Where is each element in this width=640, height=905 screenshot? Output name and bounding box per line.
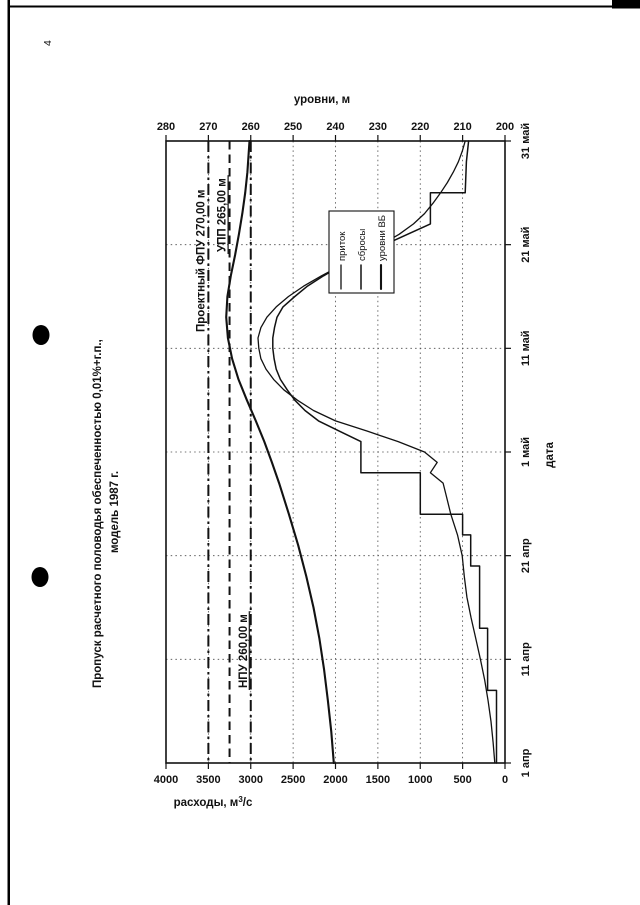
tick-label-level: 230	[369, 121, 387, 133]
reference-lines: Проектный ФПУ 270,00 м УПП 265,00 м НПУ 26…	[195, 141, 252, 763]
tick-label-date: 31 май	[520, 123, 532, 159]
flow-axis-title-main: расходы, м	[174, 797, 239, 809]
chart-title-line1: Пропуск расчетного половодья обеспеченно…	[92, 339, 104, 688]
tick-label-flow: 2500	[281, 774, 305, 786]
hole-punch-bottom	[31, 567, 49, 587]
tick-label-date: 11 апр	[520, 642, 532, 676]
legend-label-releases: сбросы	[357, 228, 368, 261]
tick-label-flow: 500	[453, 774, 471, 786]
hole-punch-top	[32, 325, 50, 345]
flow-axis-title-sup: 3	[238, 795, 243, 804]
ref-line-label: УПП 265,00 м	[217, 178, 229, 252]
tick-label-level: 200	[496, 121, 514, 133]
tick-label-level: 210	[453, 121, 471, 133]
scan-corner-mark	[612, 0, 640, 9]
curve-levels	[225, 139, 335, 765]
tick-label-level: 260	[242, 121, 260, 133]
tick-label-flow: 0	[502, 774, 508, 786]
tick-label-level: 270	[199, 121, 217, 133]
legend-label-levels: уровни ВБ	[377, 215, 388, 261]
date-axis-title: дата	[544, 442, 556, 468]
tick-label-date: 21 май	[520, 227, 532, 263]
legend: приток сбросы уровни ВБ	[328, 210, 395, 294]
flow-axis-title-rest: /с	[243, 797, 253, 809]
tick-label-level: 250	[284, 121, 302, 133]
chart-title-line2: модель 1987 г.	[109, 471, 121, 553]
axis-ticks	[165, 135, 511, 769]
curve-inflow	[257, 140, 496, 764]
tick-label-level: 280	[157, 121, 175, 133]
page-number: 4	[42, 40, 54, 46]
tick-label-flow: 1000	[408, 774, 432, 786]
tick-label-date: 1 май	[520, 437, 532, 467]
tick-label-flow: 1500	[366, 774, 390, 786]
tick-label-flow: 3500	[196, 774, 220, 786]
tick-label-date: 1 апр	[520, 748, 532, 777]
tick-label-level: 240	[326, 121, 344, 133]
chart-title: Пропуск расчетного половодья обеспеченно…	[92, 336, 121, 688]
tick-label-date: 11 май	[520, 331, 532, 367]
legend-label-inflow: приток	[337, 231, 348, 261]
scan-edge-top	[7, 5, 637, 8]
tick-label-flow: 4000	[154, 774, 178, 786]
tick-label-flow: 2000	[323, 774, 347, 786]
scan-edge-left	[7, 0, 10, 905]
flow-axis-title: расходы, м3/с	[174, 795, 253, 809]
axis-tick-labels: 4000 3500 3000 2500 2000 1500 1000 500 0 280 270 26…	[154, 121, 532, 786]
tick-label-flow: 3000	[239, 774, 263, 786]
tick-label-date: 21 апр	[520, 538, 532, 573]
tick-label-level: 220	[411, 121, 429, 133]
level-axis-title: уровни, м	[294, 94, 350, 106]
ref-line-label: НПУ 260,00 м	[238, 614, 250, 688]
ref-line-label: Проектный ФПУ 270,00 м	[195, 190, 207, 332]
